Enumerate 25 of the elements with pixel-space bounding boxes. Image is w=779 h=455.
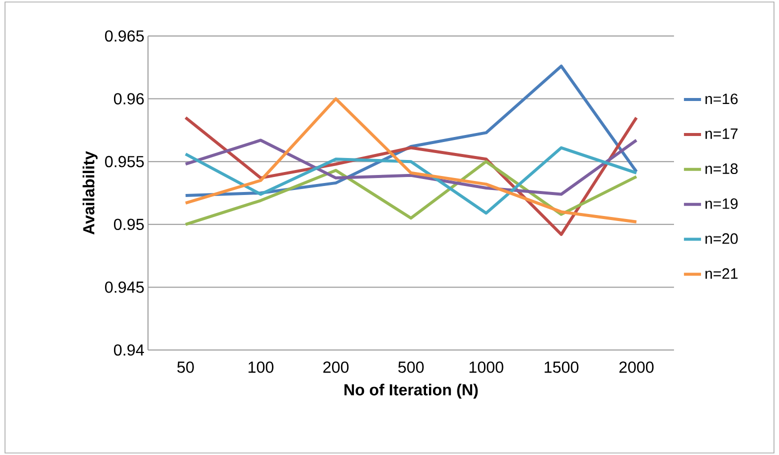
x-tick-label: 1000 (470, 362, 504, 373)
y-tick-label: 0.94 (114, 344, 144, 356)
x-tick-label: 500 (398, 362, 424, 373)
legend-label: n=21 (706, 268, 738, 279)
y-tick-label: 0.95 (114, 218, 144, 230)
line-series (184, 160, 638, 226)
legend-label: n=18 (706, 163, 738, 174)
y-axis-title: Availability (82, 151, 98, 235)
line-series (184, 146, 638, 215)
x-tick-label: 1500 (544, 362, 578, 373)
y-tick-label: 0.955 (105, 156, 144, 168)
line-series (184, 138, 638, 196)
legend-label: n=17 (706, 128, 738, 139)
x-tick-label: 200 (323, 362, 349, 373)
x-axis-title: No of Iteration (N) (344, 384, 478, 399)
line-series (184, 97, 638, 224)
legend-label: n=16 (706, 94, 738, 104)
y-tick-label: 0.965 (105, 30, 144, 42)
legend-label: n=19 (706, 198, 738, 209)
y-tick-label: 0.96 (114, 93, 144, 104)
x-tick-label: 2000 (619, 362, 654, 373)
y-tick-label: 0.945 (105, 282, 144, 293)
x-tick-label: 100 (248, 362, 274, 373)
legend-label: n=20 (706, 233, 738, 244)
x-tick-label: 50 (177, 362, 194, 373)
